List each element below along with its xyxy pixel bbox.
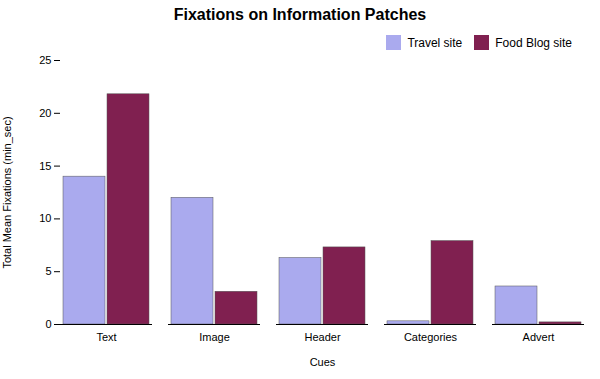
svg-text:Image: Image: [199, 331, 230, 343]
svg-text:Text: Text: [96, 331, 116, 343]
svg-text:25: 25: [39, 54, 51, 66]
html-text:Food Blog site: Food Blog site: [495, 35, 572, 50]
html-text:Travel site: Travel site: [407, 35, 463, 50]
svg-text:10: 10: [39, 212, 51, 224]
svg-text:5: 5: [45, 265, 51, 277]
svg-text:Cues: Cues: [310, 356, 336, 368]
svg-text:0: 0: [45, 318, 51, 330]
svg-text:20: 20: [39, 107, 51, 119]
svg-text:Categories: Categories: [404, 331, 458, 343]
svg-text:Header: Header: [304, 331, 340, 343]
svg-text:Total Mean Fixations (min_sec): Total Mean Fixations (min_sec): [1, 116, 13, 268]
svg-text:Advert: Advert: [523, 331, 555, 343]
html-text:Fixations on Information Patch: Fixations on Information Patches: [173, 6, 427, 23]
svg-text:15: 15: [39, 160, 51, 172]
